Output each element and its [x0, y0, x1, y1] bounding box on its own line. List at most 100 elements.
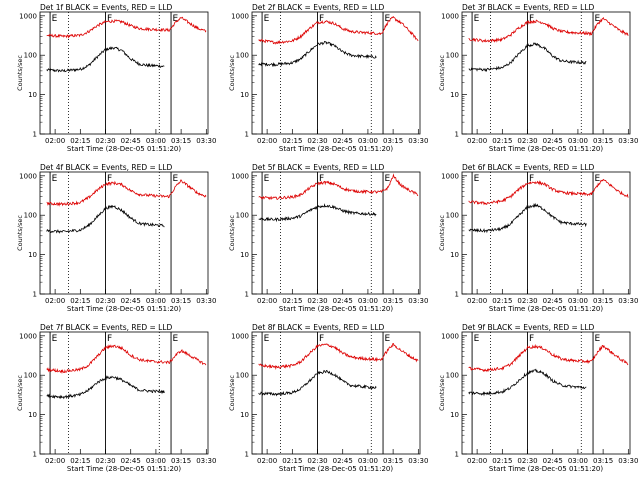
y-tick-label: 100: [446, 212, 459, 220]
panel-det-7: Det 7f BLACK = Events, RED = LLD 1 10 100 10…: [16, 323, 216, 473]
panel-title: Det 4f BLACK = Events, RED = LLD: [40, 163, 173, 172]
x-tick-label: 02:15: [492, 137, 512, 145]
series-line-red: [46, 16, 207, 39]
marker-label: E: [385, 14, 391, 24]
marker-label: E: [474, 14, 480, 24]
x-axis-label: Start Time (28-Dec-05 01:51:20): [489, 305, 603, 313]
marker-label: F: [319, 334, 324, 344]
panel-title: Det 8f BLACK = Events, RED = LLD: [252, 323, 385, 332]
y-tick-label: 1: [245, 291, 249, 299]
x-tick-label: 02:00: [257, 297, 277, 305]
x-tick-label: 02:15: [282, 457, 302, 465]
x-tick-label: 03:00: [568, 137, 588, 145]
y-tick-label: 100: [236, 372, 249, 380]
x-tick-label: 03:00: [146, 457, 166, 465]
x-tick-label: 03:30: [618, 297, 638, 305]
x-axis-label: Start Time (28-Dec-05 01:51:20): [279, 465, 393, 473]
marker-label: E: [595, 14, 601, 24]
series-line-red: [46, 344, 207, 374]
y-tick-label: 1: [245, 451, 249, 459]
x-tick-label: 03:00: [358, 137, 378, 145]
plot-frame: [39, 331, 209, 455]
y-tick-label: 1000: [231, 172, 249, 180]
x-tick-label: 03:15: [593, 137, 613, 145]
x-tick-label: 03:15: [171, 297, 191, 305]
plot-frame: [251, 331, 421, 455]
series-line-black: [46, 375, 165, 400]
y-tick-label: 10: [450, 91, 459, 99]
x-tick-label: 02:00: [467, 137, 487, 145]
x-tick-label: 03:30: [196, 137, 216, 145]
x-tick-label: 02:00: [467, 457, 487, 465]
marker-label: E: [474, 174, 480, 184]
x-tick-label: 02:15: [492, 297, 512, 305]
panel-det-8: Det 8f BLACK = Events, RED = LLD 1 10 100 10…: [228, 323, 428, 473]
x-tick-label: 02:30: [517, 137, 537, 145]
y-tick-label: 1000: [441, 12, 459, 20]
x-tick-label: 02:30: [517, 297, 537, 305]
marker-label: F: [319, 174, 324, 184]
x-tick-label: 02:45: [333, 457, 353, 465]
marker-label: E: [264, 174, 270, 184]
y-axis-label: Counts/sec: [438, 215, 446, 251]
marker-label: E: [595, 334, 601, 344]
marker-label: F: [107, 174, 112, 184]
y-tick-label: 1000: [19, 332, 37, 340]
x-tick-label: 02:30: [307, 457, 327, 465]
x-tick-label: 02:15: [70, 137, 90, 145]
x-tick-label: 03:30: [196, 297, 216, 305]
x-tick-label: 03:15: [171, 137, 191, 145]
x-tick-label: 02:45: [121, 137, 141, 145]
y-tick-label: 100: [236, 52, 249, 60]
plot-frame: [251, 11, 421, 135]
y-tick-label: 10: [240, 411, 249, 419]
y-tick-label: 10: [240, 91, 249, 99]
y-tick-label: 1000: [19, 12, 37, 20]
marker-label: E: [595, 174, 601, 184]
series-line-red: [258, 343, 419, 370]
panel-title: Det 7f BLACK = Events, RED = LLD: [40, 323, 173, 332]
y-tick-label: 1: [245, 131, 249, 139]
y-axis-label: Counts/sec: [228, 215, 236, 251]
y-tick-label: 1: [455, 131, 459, 139]
panel-title: Det 3f BLACK = Events, RED = LLD: [462, 3, 595, 12]
x-tick-label: 02:00: [257, 457, 277, 465]
panel-title: Det 9f BLACK = Events, RED = LLD: [462, 323, 595, 332]
series-line-black: [258, 40, 377, 68]
panel-det-9: Det 9f BLACK = Events, RED = LLD 1 10 100 10…: [438, 323, 638, 473]
x-tick-label: 02:15: [70, 457, 90, 465]
y-tick-label: 100: [446, 372, 459, 380]
x-tick-label: 02:45: [543, 457, 563, 465]
x-tick-label: 03:30: [408, 457, 428, 465]
marker-label: E: [52, 334, 58, 344]
y-tick-label: 10: [450, 411, 459, 419]
marker-label: E: [264, 14, 270, 24]
series-line-black: [46, 46, 165, 73]
panel-title: Det 6f BLACK = Events, RED = LLD: [462, 163, 595, 172]
x-tick-label: 03:15: [383, 457, 403, 465]
series-line-black: [468, 202, 587, 234]
series-line-black: [258, 203, 377, 223]
x-tick-label: 02:15: [70, 297, 90, 305]
x-tick-label: 02:00: [257, 137, 277, 145]
series-line-red: [468, 178, 629, 206]
series-line-black: [258, 369, 377, 397]
series-line-red: [258, 173, 419, 201]
x-tick-label: 03:30: [408, 297, 428, 305]
marker-label: F: [529, 174, 534, 184]
x-tick-label: 03:15: [593, 297, 613, 305]
x-tick-label: 02:45: [333, 137, 353, 145]
x-tick-label: 02:45: [121, 457, 141, 465]
y-tick-label: 10: [28, 411, 37, 419]
x-tick-label: 03:30: [196, 457, 216, 465]
panel-det-1: Det 1f BLACK = Events, RED = LLD 1 10 100 10…: [16, 3, 216, 153]
marker-label: E: [173, 174, 179, 184]
x-tick-label: 03:00: [146, 297, 166, 305]
marker-label: F: [319, 14, 324, 24]
panel-title: Det 2f BLACK = Events, RED = LLD: [252, 3, 385, 12]
x-axis-label: Start Time (28-Dec-05 01:51:20): [279, 305, 393, 313]
x-axis-label: Start Time (28-Dec-05 01:51:20): [67, 465, 181, 473]
y-axis-label: Counts/sec: [16, 215, 24, 251]
series-line-black: [46, 204, 165, 234]
marker-label: E: [264, 334, 270, 344]
